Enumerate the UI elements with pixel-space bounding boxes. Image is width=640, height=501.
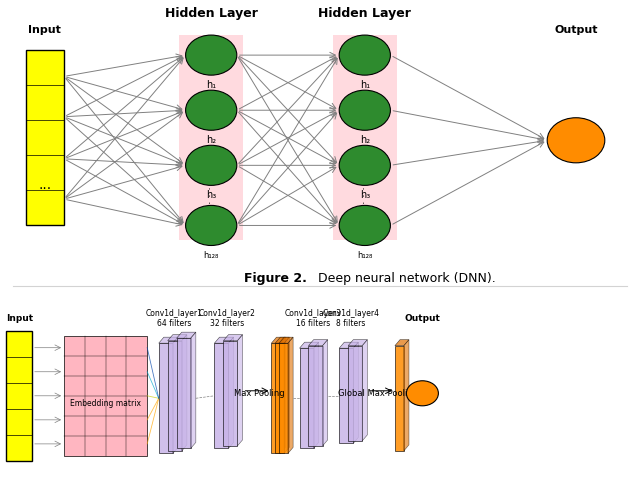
Polygon shape	[300, 342, 319, 348]
Polygon shape	[348, 340, 367, 346]
Circle shape	[339, 145, 390, 185]
Bar	[279, 343, 288, 453]
Polygon shape	[362, 340, 367, 441]
Circle shape	[339, 90, 390, 130]
Circle shape	[186, 145, 237, 185]
Text: Conv1d_layer4
8 filters: Conv1d_layer4 8 filters	[322, 309, 380, 328]
Polygon shape	[159, 337, 178, 343]
Polygon shape	[223, 335, 243, 341]
Text: h₁: h₁	[206, 80, 216, 90]
Circle shape	[186, 90, 237, 130]
Polygon shape	[280, 337, 285, 453]
Polygon shape	[284, 337, 289, 453]
Polygon shape	[288, 337, 293, 453]
Polygon shape	[308, 340, 328, 346]
Text: Conv1d_layer3
16 filters: Conv1d_layer3 16 filters	[285, 309, 342, 328]
Bar	[64, 336, 147, 456]
Polygon shape	[353, 342, 358, 443]
Polygon shape	[214, 337, 234, 343]
Bar	[177, 338, 191, 448]
Polygon shape	[275, 337, 289, 343]
Text: h₂: h₂	[206, 135, 216, 145]
Polygon shape	[279, 337, 293, 343]
Polygon shape	[395, 340, 409, 346]
Text: Output: Output	[404, 314, 440, 323]
Circle shape	[186, 205, 237, 245]
Bar	[26, 50, 64, 225]
Polygon shape	[182, 335, 187, 451]
Circle shape	[339, 205, 390, 245]
Bar	[223, 341, 237, 446]
Text: Conv1d_layer1
64 filters: Conv1d_layer1 64 filters	[146, 309, 202, 328]
Bar	[333, 35, 397, 240]
Bar	[6, 331, 32, 461]
Polygon shape	[323, 340, 328, 446]
Bar	[300, 348, 314, 448]
Text: Hidden Layer: Hidden Layer	[318, 7, 412, 20]
Polygon shape	[339, 342, 358, 348]
Text: h₁₂₈: h₁₂₈	[357, 250, 372, 260]
Bar	[348, 346, 362, 441]
Bar	[275, 343, 284, 453]
Text: · · ·: · · ·	[206, 186, 216, 204]
Bar	[395, 346, 404, 451]
Polygon shape	[177, 332, 196, 338]
Circle shape	[339, 35, 390, 75]
Text: Max Pooling: Max Pooling	[234, 389, 285, 398]
Text: Hidden Layer: Hidden Layer	[164, 7, 258, 20]
Text: Embedding matrix: Embedding matrix	[70, 399, 141, 408]
Text: Conv1d_layer2
32 filters: Conv1d_layer2 32 filters	[199, 309, 255, 328]
Bar	[271, 343, 280, 453]
Text: h₃: h₃	[360, 190, 370, 200]
Polygon shape	[173, 337, 178, 453]
Bar	[339, 348, 353, 443]
Bar	[308, 346, 323, 446]
Bar	[214, 343, 228, 448]
Text: Figure 2.: Figure 2.	[244, 272, 307, 285]
Text: ...: ...	[38, 178, 51, 192]
Text: h₁: h₁	[360, 80, 370, 90]
Polygon shape	[271, 337, 285, 343]
Bar	[168, 341, 182, 451]
Polygon shape	[237, 335, 243, 446]
Text: Global Max Pooling: Global Max Pooling	[337, 389, 418, 398]
Text: Deep neural network (DNN).: Deep neural network (DNN).	[314, 272, 495, 285]
Text: Input: Input	[28, 25, 61, 35]
Bar	[159, 343, 173, 453]
Polygon shape	[404, 340, 409, 451]
Text: · · ·: · · ·	[360, 186, 370, 204]
Polygon shape	[191, 332, 196, 448]
Circle shape	[186, 35, 237, 75]
Text: h₃: h₃	[206, 190, 216, 200]
Text: h₁₂₈: h₁₂₈	[204, 250, 219, 260]
Bar	[179, 35, 243, 240]
Text: h₂: h₂	[360, 135, 370, 145]
Polygon shape	[228, 337, 234, 448]
Circle shape	[406, 381, 438, 406]
Polygon shape	[168, 335, 187, 341]
Polygon shape	[314, 342, 319, 448]
Text: Output: Output	[554, 25, 598, 35]
Circle shape	[547, 118, 605, 163]
Text: Input: Input	[6, 314, 33, 323]
